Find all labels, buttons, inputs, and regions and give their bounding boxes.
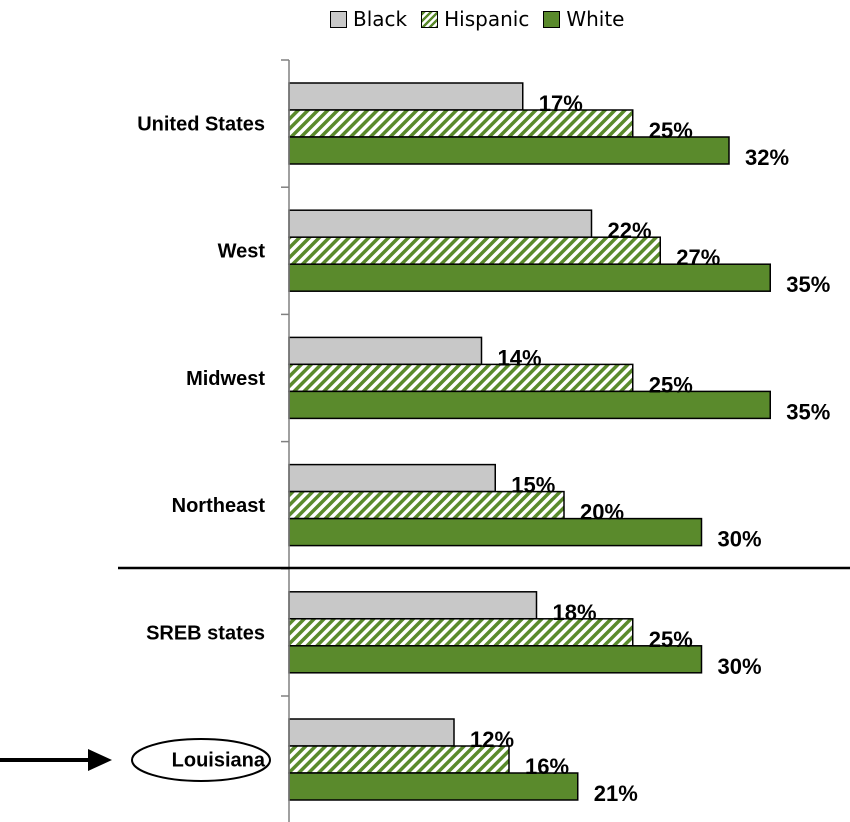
bar-black-sreb-states [288,591,538,620]
legend-item-black: Black [330,7,407,31]
legend-label-black: Black [353,7,408,31]
data-label-hispanic-northeast: 20% [580,500,624,525]
category-label-midwest: Midwest [186,368,265,390]
bar-black-west [288,209,593,238]
data-label-hispanic-sreb-states: 25% [649,627,693,652]
bar-white-louisiana [288,772,579,801]
data-label-black-louisiana: 12% [470,727,514,752]
legend-swatch-black [330,10,347,28]
highlight-oval [131,738,271,782]
legend-label-hispanic: Hispanic [444,7,530,31]
legend: Black Hispanic White [330,6,632,32]
bar-hispanic-northeast [288,490,565,520]
legend-item-hispanic: Hispanic [421,7,529,31]
bar-black-midwest [288,336,483,366]
data-label-black-midwest: 14% [498,345,542,370]
data-label-hispanic-louisiana: 16% [525,754,569,779]
bar-black-louisiana [288,718,455,747]
bar-white-northeast [288,517,703,547]
data-label-white-midwest: 35% [786,399,830,424]
category-label-northeast: Northeast [172,495,266,517]
bar-hispanic-midwest [288,363,634,393]
data-label-black-sreb-states: 18% [553,600,597,625]
data-label-black-united-states: 17% [539,91,583,116]
data-label-black-west: 22% [608,218,652,243]
bar-black-united-states [288,82,524,111]
data-label-hispanic-west: 27% [676,245,720,270]
category-label-sreb-states: SREB states [146,622,265,644]
bar-white-west [288,263,771,292]
data-label-white-northeast: 30% [718,527,762,552]
data-label-hispanic-united-states: 25% [649,118,693,143]
bar-hispanic-west [288,236,661,265]
bar-black-northeast [288,463,496,493]
data-label-black-northeast: 15% [511,473,555,498]
bar-white-sreb-states [288,645,703,674]
category-labels: United States West Midwest Northeast SREB st… [137,114,266,772]
bar-white-united-states [288,136,730,165]
data-labels: 17% 25% 32% 22% 27% 35% 14% 25% 35% 15% 20% 30% 18% 2… [470,91,830,806]
legend-label-white: White [566,7,625,31]
legend-swatch-hispanic [421,10,439,28]
category-label-west: West [218,241,266,263]
bars-layer [288,82,771,801]
data-label-white-sreb-states: 30% [718,654,762,679]
category-label-louisiana: Louisiana [172,750,266,772]
category-label-united-states: United States [137,114,265,136]
axis-layer [281,59,290,822]
data-label-hispanic-midwest: 25% [649,372,693,397]
highlight-arrow [0,749,112,771]
data-label-white-louisiana: 21% [594,781,638,806]
legend-swatch-white [543,10,561,28]
legend-item-white: White [543,7,624,31]
bar-white-midwest [288,390,771,420]
data-label-white-united-states: 32% [745,145,789,170]
data-label-white-west: 35% [786,272,830,297]
